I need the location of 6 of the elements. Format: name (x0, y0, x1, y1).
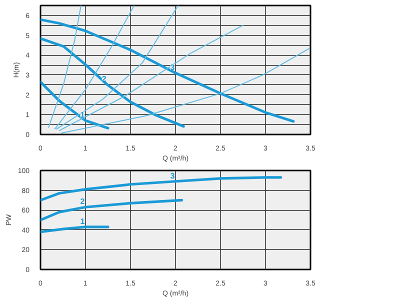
series-label: 1 (80, 110, 86, 120)
series-label: 1 (80, 216, 86, 226)
series-label: 3 (170, 171, 176, 180)
series-label: 2 (80, 197, 86, 206)
series-label: 2 (102, 74, 107, 84)
series-label: 3 (170, 62, 176, 72)
